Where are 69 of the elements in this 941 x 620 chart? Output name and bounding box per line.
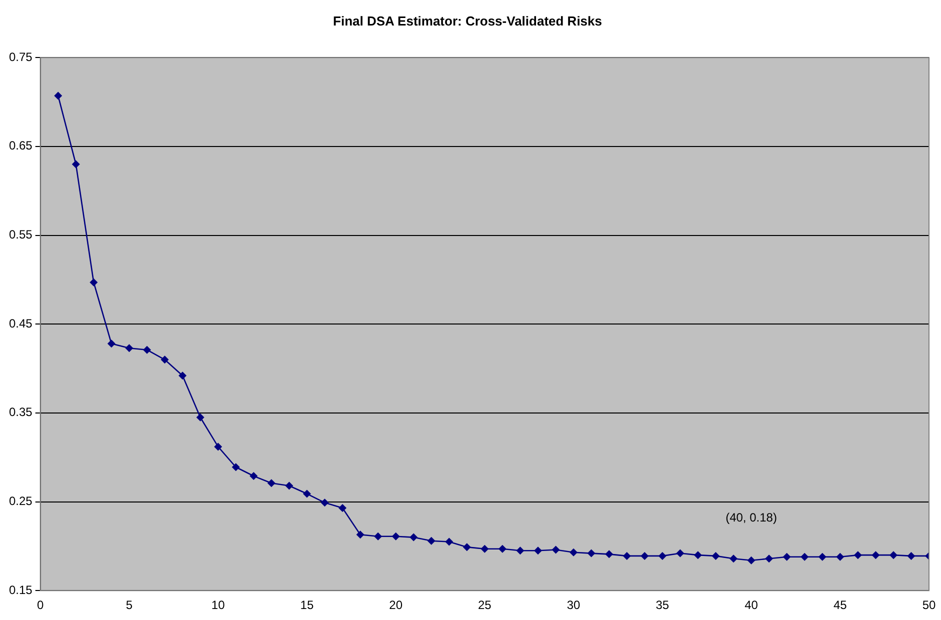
point	[107, 340, 116, 348]
point	[516, 546, 524, 555]
point	[302, 490, 311, 498]
y-tick-label: 0.65	[8, 138, 33, 153]
point	[552, 546, 560, 554]
annotation: (40, 0.18)	[726, 510, 777, 525]
point	[410, 533, 418, 542]
point	[374, 532, 382, 540]
point	[90, 278, 98, 286]
point	[250, 472, 258, 480]
x-tick-label: 15	[300, 598, 314, 612]
point	[872, 551, 880, 560]
point	[445, 538, 454, 546]
point	[498, 544, 506, 553]
point	[622, 552, 631, 560]
point	[605, 550, 614, 558]
point	[480, 544, 489, 553]
point	[125, 344, 134, 352]
point	[427, 536, 436, 545]
point	[285, 482, 294, 490]
x-tick-label: 50	[922, 598, 936, 612]
point	[462, 543, 471, 552]
point	[587, 549, 596, 558]
chart-title: Final DSA Estimator: Cross-Validated Risks	[333, 13, 602, 28]
point	[178, 372, 187, 380]
point	[142, 346, 151, 354]
point	[54, 92, 62, 100]
point	[907, 552, 916, 560]
point	[534, 546, 542, 555]
point	[640, 552, 649, 560]
x-tick-label: 30	[566, 598, 581, 612]
point	[72, 160, 80, 168]
point	[570, 548, 578, 556]
point	[160, 356, 169, 364]
x-tick-label: 10	[211, 598, 226, 612]
point	[267, 479, 276, 488]
x-tick-label: 0	[37, 598, 44, 612]
point	[320, 498, 329, 507]
x-tick-label: 45	[833, 598, 848, 612]
point	[658, 552, 666, 560]
x-tick-label: 40	[744, 598, 758, 612]
point	[694, 551, 702, 560]
point	[800, 552, 809, 561]
x-tick-label: 35	[656, 598, 670, 612]
point	[730, 554, 738, 563]
y-tick-label: 0.75	[8, 50, 33, 64]
x-tick-label: 25	[478, 598, 492, 612]
y-tick-label: 0.55	[8, 228, 33, 242]
point	[196, 413, 204, 422]
y-tick-label: 0.15	[8, 582, 33, 597]
point	[836, 552, 844, 561]
point	[392, 532, 400, 540]
point	[765, 554, 774, 563]
point	[214, 442, 222, 451]
x-tick-label: 20	[389, 598, 403, 612]
point	[338, 504, 346, 512]
point	[818, 552, 826, 561]
point	[747, 556, 756, 564]
y-tick-label: 0.35	[8, 405, 33, 420]
y-tick-label: 0.25	[8, 494, 33, 508]
point	[232, 463, 240, 472]
x-tick-label: 5	[126, 598, 133, 612]
point	[356, 530, 364, 539]
point	[854, 551, 862, 560]
point	[782, 552, 791, 561]
point	[712, 552, 720, 560]
point	[676, 549, 684, 558]
y-tick-label: 0.45	[8, 316, 33, 330]
point	[889, 551, 898, 560]
